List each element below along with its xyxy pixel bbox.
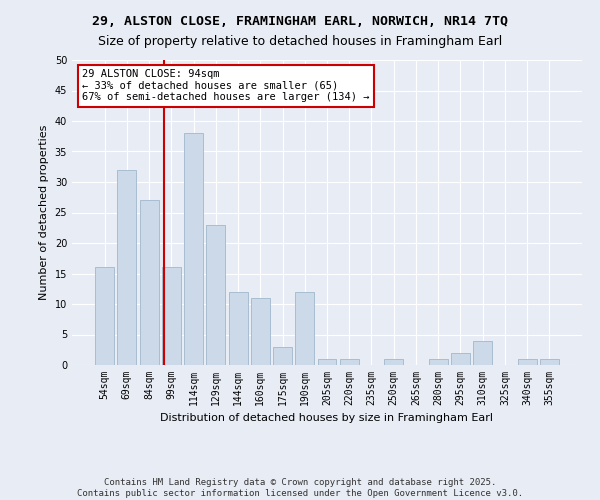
X-axis label: Distribution of detached houses by size in Framingham Earl: Distribution of detached houses by size … [161,414,493,424]
Bar [451,353,470,365]
Bar [140,200,158,365]
Bar [118,170,136,365]
Bar [429,359,448,365]
Bar [295,292,314,365]
Bar [518,359,536,365]
Bar [251,298,270,365]
Bar [473,340,492,365]
Bar [540,359,559,365]
Bar [384,359,403,365]
Bar [206,224,225,365]
Bar [229,292,248,365]
Bar [317,359,337,365]
Bar [95,268,114,365]
Bar [340,359,359,365]
Bar [184,133,203,365]
Bar [162,268,181,365]
Text: Size of property relative to detached houses in Framingham Earl: Size of property relative to detached ho… [98,35,502,48]
Y-axis label: Number of detached properties: Number of detached properties [39,125,49,300]
Text: 29 ALSTON CLOSE: 94sqm
← 33% of detached houses are smaller (65)
67% of semi-det: 29 ALSTON CLOSE: 94sqm ← 33% of detached… [82,69,370,102]
Text: Contains HM Land Registry data © Crown copyright and database right 2025.
Contai: Contains HM Land Registry data © Crown c… [77,478,523,498]
Bar [273,346,292,365]
Text: 29, ALSTON CLOSE, FRAMINGHAM EARL, NORWICH, NR14 7TQ: 29, ALSTON CLOSE, FRAMINGHAM EARL, NORWI… [92,15,508,28]
